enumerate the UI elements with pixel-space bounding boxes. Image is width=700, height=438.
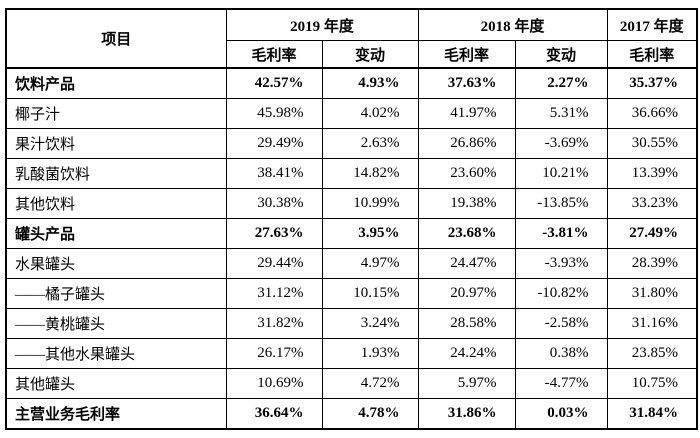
row-label: 罐头产品 [5, 218, 227, 249]
cell-2018-margin: 26.86% [417, 128, 516, 159]
row-label: 主营业务毛利率 [5, 398, 227, 430]
cell-2019-margin: 29.44% [225, 248, 323, 279]
cell-2018-change: -3.81% [514, 218, 608, 249]
cell-2019-margin: 30.38% [225, 188, 323, 219]
table-row-main-business-total: 主营业务毛利率 36.64% 4.78% 31.86% 0.03% 31.84% [5, 398, 698, 430]
cell-2018-margin: 20.97% [417, 278, 516, 309]
table-row-coconut-juice: 椰子汁 45.98% 4.02% 41.97% 5.31% 36.66% [5, 98, 698, 129]
table-row-canned-fruit: 水果罐头 29.44% 4.97% 24.47% -3.93% 28.39% [5, 248, 698, 279]
table-row-canned-other-fruit: ——其他水果罐头 26.17% 1.93% 24.24% 0.38% 23.85… [5, 338, 698, 369]
row-label: 果汁饮料 [5, 128, 227, 159]
table-row-canned-yellow-peach: ——黄桃罐头 31.82% 3.24% 28.58% -2.58% 31.16% [5, 308, 698, 339]
cell-2018-change: -4.77% [514, 368, 608, 399]
cell-2019-margin: 45.98% [225, 98, 323, 129]
cell-2019-margin: 38.41% [225, 158, 323, 189]
gross-margin-table: 项目 2019 年度 2018 年度 2017 年度 毛利率 变动 毛利率 变动… [5, 8, 699, 430]
cell-2018-margin: 31.86% [417, 398, 516, 430]
cell-2019-change: 4.93% [321, 67, 419, 99]
cell-2019-change: 4.02% [321, 98, 419, 129]
table-row-beverage-products: 饮料产品 42.57% 4.93% 37.63% 2.27% 35.37% [5, 67, 698, 99]
cell-2017-margin: 27.49% [606, 218, 698, 249]
cell-2017-margin: 33.23% [606, 188, 698, 219]
row-label: 乳酸菌饮料 [5, 158, 227, 189]
cell-2019-change: 4.97% [321, 248, 419, 279]
cell-2018-margin: 28.58% [417, 308, 516, 339]
cell-2018-change: -3.93% [514, 248, 608, 279]
cell-2019-margin: 36.64% [225, 398, 323, 430]
cell-2018-change: 0.38% [514, 338, 608, 369]
cell-2019-change: 4.78% [321, 398, 419, 430]
column-header-year-2017: 2017 年度 [606, 8, 698, 41]
cell-2017-margin: 31.80% [606, 278, 698, 309]
cell-2017-margin: 28.39% [606, 248, 698, 279]
subheader-2018-change: 变动 [514, 40, 608, 69]
table-row-canned-products: 罐头产品 27.63% 3.95% 23.68% -3.81% 27.49% [5, 218, 698, 249]
table-row-fruit-juice-drinks: 果汁饮料 29.49% 2.63% 26.86% -3.69% 30.55% [5, 128, 698, 159]
row-label: ——黄桃罐头 [5, 308, 227, 339]
cell-2019-margin: 42.57% [225, 67, 323, 99]
cell-2019-margin: 31.82% [225, 308, 323, 339]
cell-2019-margin: 29.49% [225, 128, 323, 159]
cell-2017-margin: 35.37% [606, 67, 698, 99]
cell-2018-margin: 23.60% [417, 158, 516, 189]
row-label: ——其他水果罐头 [5, 338, 227, 369]
cell-2018-margin: 37.63% [417, 67, 516, 99]
cell-2018-margin: 19.38% [417, 188, 516, 219]
cell-2018-change: 2.27% [514, 67, 608, 99]
column-header-year-2018: 2018 年度 [417, 8, 608, 41]
column-header-year-2019: 2019 年度 [225, 8, 419, 41]
subheader-2019-margin: 毛利率 [225, 40, 323, 69]
cell-2017-margin: 13.39% [606, 158, 698, 189]
row-label: 水果罐头 [5, 248, 227, 279]
row-label: 其他罐头 [5, 368, 227, 399]
cell-2019-change: 4.72% [321, 368, 419, 399]
cell-2018-change: 5.31% [514, 98, 608, 129]
column-header-item: 项目 [5, 8, 227, 69]
cell-2017-margin: 31.84% [606, 398, 698, 430]
cell-2017-margin: 23.85% [606, 338, 698, 369]
table-header: 项目 2019 年度 2018 年度 2017 年度 毛利率 变动 毛利率 变动… [5, 8, 698, 69]
row-label: 椰子汁 [5, 98, 227, 129]
subheader-2017-margin: 毛利率 [606, 40, 698, 69]
cell-2018-change: -3.69% [514, 128, 608, 159]
table-row-canned-orange: ——橘子罐头 31.12% 10.15% 20.97% -10.82% 31.8… [5, 278, 698, 309]
cell-2018-change: -10.82% [514, 278, 608, 309]
cell-2018-margin: 24.47% [417, 248, 516, 279]
row-label: ——橘子罐头 [5, 278, 227, 309]
cell-2019-change: 3.95% [321, 218, 419, 249]
table-body: 饮料产品 42.57% 4.93% 37.63% 2.27% 35.37% 椰子… [5, 67, 698, 430]
cell-2018-margin: 41.97% [417, 98, 516, 129]
cell-2018-change: 0.03% [514, 398, 608, 430]
subheader-2018-margin: 毛利率 [417, 40, 516, 69]
cell-2018-margin: 5.97% [417, 368, 516, 399]
table-row-other-beverages: 其他饮料 30.38% 10.99% 19.38% -13.85% 33.23% [5, 188, 698, 219]
cell-2018-change: -13.85% [514, 188, 608, 219]
cell-2019-change: 1.93% [321, 338, 419, 369]
cell-2017-margin: 30.55% [606, 128, 698, 159]
subheader-2019-change: 变动 [321, 40, 419, 69]
cell-2019-margin: 26.17% [225, 338, 323, 369]
cell-2019-change: 10.99% [321, 188, 419, 219]
cell-2019-margin: 27.63% [225, 218, 323, 249]
row-label: 饮料产品 [5, 67, 227, 99]
cell-2019-change: 2.63% [321, 128, 419, 159]
cell-2019-margin: 10.69% [225, 368, 323, 399]
cell-2019-margin: 31.12% [225, 278, 323, 309]
cell-2018-change: 10.21% [514, 158, 608, 189]
row-label: 其他饮料 [5, 188, 227, 219]
cell-2019-change: 3.24% [321, 308, 419, 339]
cell-2018-change: -2.58% [514, 308, 608, 339]
cell-2017-margin: 31.16% [606, 308, 698, 339]
cell-2018-margin: 23.68% [417, 218, 516, 249]
cell-2019-change: 14.82% [321, 158, 419, 189]
table-row-lactic-acid-drinks: 乳酸菌饮料 38.41% 14.82% 23.60% 10.21% 13.39% [5, 158, 698, 189]
cell-2017-margin: 36.66% [606, 98, 698, 129]
cell-2018-margin: 24.24% [417, 338, 516, 369]
cell-2017-margin: 10.75% [606, 368, 698, 399]
cell-2019-change: 10.15% [321, 278, 419, 309]
table-row-other-canned: 其他罐头 10.69% 4.72% 5.97% -4.77% 10.75% [5, 368, 698, 399]
